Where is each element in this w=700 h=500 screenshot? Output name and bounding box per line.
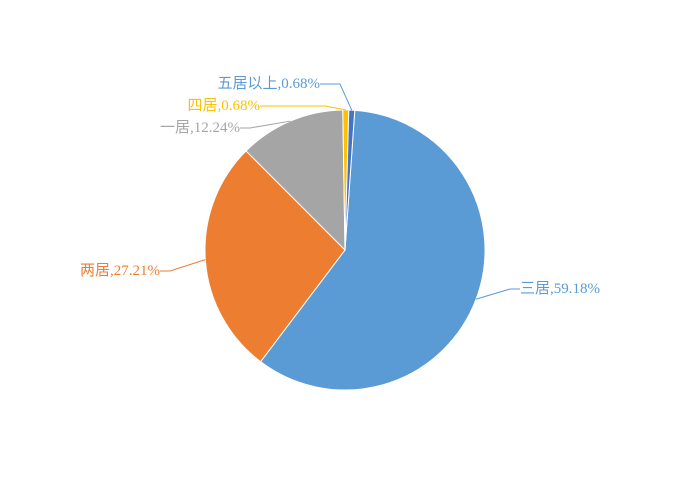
slice-label: 三居,59.18% xyxy=(520,281,600,297)
slice-label: 一居,12.24% xyxy=(160,120,240,136)
slice-label: 两居,27.21% xyxy=(80,263,160,279)
pie-chart: 三居,59.18% 两居,27.21% 一居,12.24% 四居,0.68% 五居以上,… xyxy=(0,0,700,500)
slice-label: 四居,0.68% xyxy=(188,98,261,114)
pie-slices xyxy=(205,110,485,390)
leader-line xyxy=(160,260,205,271)
slice-label: 五居以上,0.68% xyxy=(218,75,321,92)
leader-line xyxy=(476,289,520,299)
leader-line xyxy=(260,106,346,110)
